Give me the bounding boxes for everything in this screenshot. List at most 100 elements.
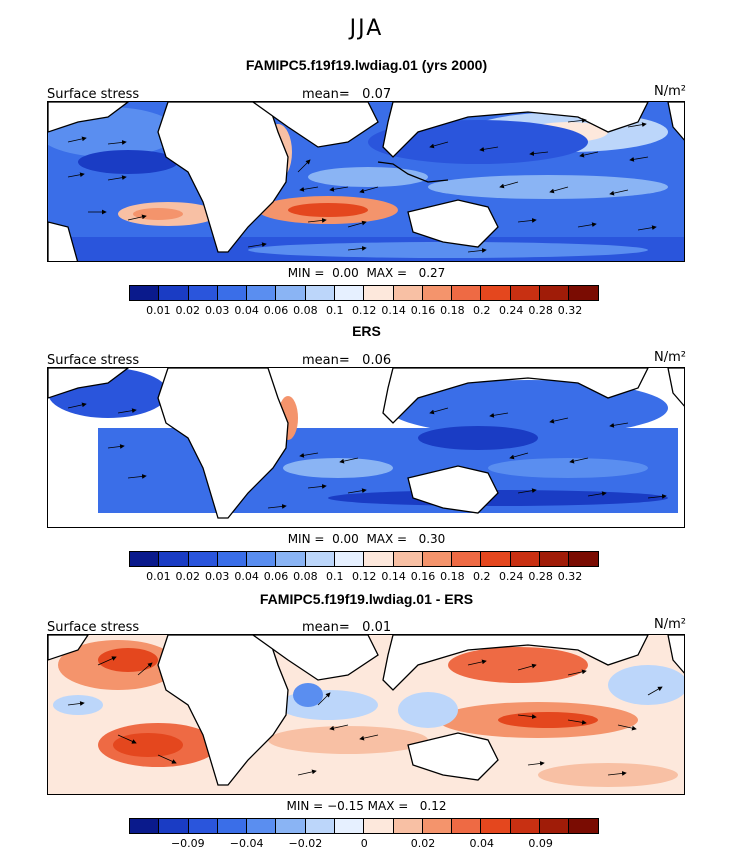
colorbar-tick-label: 0.06 (263, 304, 289, 317)
colorbar-swatch (276, 552, 306, 566)
panel-1-colorbar-ticks: 0.01 0.02 0.03 0.04 0.06 0.08 0.1 0.12 0.14 0.16 0… (129, 304, 601, 318)
colorbar-tick-label: 0.02 (175, 304, 201, 317)
panel-1-units: N/m² (654, 84, 686, 99)
colorbar-tick-label: 0.32 (557, 304, 583, 317)
panel-3-field-label: Surface stress (47, 620, 140, 635)
colorbar-swatch (334, 552, 365, 566)
colorbar-swatch (510, 286, 540, 300)
colorbar-swatch (188, 286, 218, 300)
panel-1-colorbar (129, 285, 600, 301)
panel-1-mean-label: mean= 0.07 (302, 87, 392, 102)
colorbar-swatch (569, 819, 599, 833)
colorbar-swatch (510, 552, 540, 566)
colorbar-tick-label: 0 (360, 837, 368, 850)
colorbar-swatch (539, 819, 570, 833)
panel-1-minmax: MIN = 0.00 MAX = 0.27 (287, 266, 446, 280)
colorbar-tick-label: 0.03 (204, 304, 230, 317)
colorbar-tick-label: 0.08 (293, 570, 318, 583)
panel-1-mean-value: 0.07 (362, 87, 392, 102)
colorbar-tick-label: 0.14 (381, 570, 406, 583)
colorbar-tick-label: −0.04 (229, 837, 264, 850)
colorbar-swatch (159, 286, 189, 300)
colorbar-swatch (305, 819, 335, 833)
colorbar-tick-label: 0.06 (263, 570, 289, 583)
panel-1-field-label: Surface stress (47, 87, 140, 102)
colorbar-swatch (247, 286, 277, 300)
colorbar-swatch (422, 286, 453, 300)
panel-3-colorbar (129, 818, 600, 834)
colorbar-tick-label: 0.04 (469, 837, 495, 850)
panel-3-map (47, 634, 685, 795)
colorbar-swatch (188, 819, 218, 833)
colorbar-tick-label: −0.09 (170, 837, 205, 850)
colorbar-tick-label: 0.18 (440, 304, 465, 317)
colorbar-swatch (422, 552, 453, 566)
colorbar-swatch (159, 552, 189, 566)
colorbar-swatch (130, 286, 160, 300)
colorbar-swatch (452, 286, 482, 300)
panel-2-title: ERS (352, 323, 381, 339)
panel-3-mean-label: mean= 0.01 (302, 620, 392, 635)
colorbar-swatch (247, 819, 277, 833)
colorbar-swatch (188, 552, 218, 566)
panel-2-max-value: 0.30 (418, 532, 446, 546)
panel-1-min-value: 0.00 (332, 266, 359, 280)
colorbar-tick-label: 0.01 (146, 570, 171, 583)
colorbar-swatch (217, 552, 248, 566)
colorbar-swatch (130, 819, 160, 833)
colorbar-tick-label: 0.2 (473, 570, 491, 583)
colorbar-swatch (276, 286, 306, 300)
colorbar-swatch (452, 552, 482, 566)
colorbar-swatch (481, 819, 511, 833)
colorbar-tick-label: 0.12 (351, 304, 377, 317)
colorbar-swatch (510, 819, 540, 833)
panel-2-colorbar (129, 551, 600, 567)
panel-3-units: N/m² (654, 617, 686, 632)
colorbar-tick-label: 0.02 (175, 570, 201, 583)
colorbar-tick-label: 0.1 (326, 304, 344, 317)
colorbar-tick-label: 0.24 (498, 304, 524, 317)
panel-2-units: N/m² (654, 350, 686, 365)
panel-2-minmax: MIN = 0.00 MAX = 0.30 (287, 532, 446, 546)
colorbar-swatch (217, 286, 248, 300)
colorbar-tick-label: 0.28 (528, 570, 553, 583)
colorbar-swatch (481, 286, 511, 300)
colorbar-tick-label: 0.14 (381, 304, 406, 317)
colorbar-swatch (393, 552, 423, 566)
colorbar-tick-label: 0.16 (410, 570, 436, 583)
colorbar-tick-label: 0.32 (557, 570, 583, 583)
panel-2-field-label: Surface stress (47, 353, 140, 368)
colorbar-swatch (334, 286, 365, 300)
colorbar-swatch (130, 552, 160, 566)
colorbar-tick-label: 0.04 (234, 570, 259, 583)
colorbar-swatch (539, 552, 570, 566)
panel-3-title: FAMIPC5.f19f19.lwdiag.01 - ERS (259, 591, 474, 607)
colorbar-swatch (305, 552, 335, 566)
colorbar-swatch (569, 552, 599, 566)
colorbar-swatch (393, 286, 423, 300)
panel-3-mean-value: 0.01 (362, 620, 392, 635)
colorbar-tick-label: 0.2 (473, 304, 491, 317)
panel-1-map (47, 101, 685, 262)
colorbar-tick-label: 0.1 (326, 570, 344, 583)
colorbar-tick-label: 0.18 (440, 570, 465, 583)
colorbar-tick-label: 0.16 (410, 304, 436, 317)
colorbar-tick-label: 0.24 (498, 570, 524, 583)
colorbar-swatch (393, 819, 423, 833)
season-title: JJA (349, 16, 384, 41)
colorbar-tick-label: 0.28 (528, 304, 553, 317)
colorbar-swatch (452, 819, 482, 833)
colorbar-swatch (422, 819, 453, 833)
colorbar-swatch (217, 819, 248, 833)
colorbar-tick-label: 0.03 (204, 570, 230, 583)
colorbar-tick-label: 0.02 (410, 837, 436, 850)
colorbar-tick-label: 0.12 (351, 570, 377, 583)
colorbar-tick-label: 0.01 (146, 304, 171, 317)
colorbar-tick-label: 0.08 (293, 304, 318, 317)
panel-2-mean-value: 0.06 (362, 353, 392, 368)
panel-3-minmax: MIN = −0.15 MAX = 0.12 (286, 799, 447, 813)
colorbar-tick-label: −0.02 (288, 837, 323, 850)
colorbar-swatch (305, 286, 335, 300)
colorbar-swatch (276, 819, 306, 833)
panel-2-colorbar-ticks: 0.01 0.02 0.03 0.04 0.06 0.08 0.1 0.12 0.14 0.16 0… (129, 570, 601, 584)
